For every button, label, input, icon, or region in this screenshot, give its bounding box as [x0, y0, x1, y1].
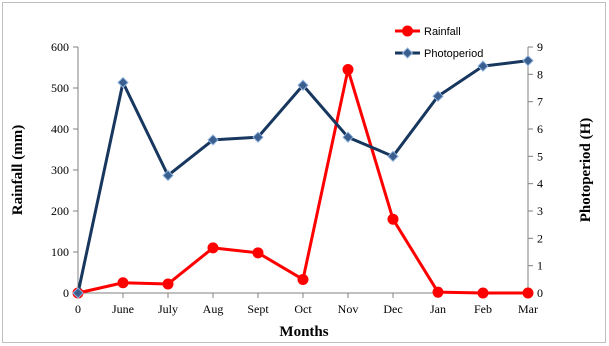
rainfall-point — [432, 286, 444, 298]
photoperiod-point — [342, 131, 354, 143]
photoperiod-point — [297, 79, 309, 91]
y2-tick-label: 2 — [537, 231, 543, 245]
x-axis-title: Months — [279, 324, 328, 340]
photoperiod-point — [252, 131, 264, 143]
photoperiod-point — [432, 90, 444, 102]
y-tick-label: 300 — [51, 163, 69, 177]
axes-layer: 0 100 200 300 400 500 600 0 1 2 3 4 5 6 7 8 9 0 June July Au… — [51, 40, 543, 316]
x-tick-label: Sept — [247, 302, 269, 316]
y-axis-title: Rainfall (mm) — [10, 125, 26, 215]
x-tick-label: Nov — [338, 302, 359, 316]
y2-tick-label: 1 — [537, 259, 543, 273]
rainfall-point — [207, 242, 219, 254]
y2-tick-label: 8 — [537, 67, 543, 81]
y2-tick-label: 7 — [537, 95, 543, 109]
rainfall-point — [342, 64, 354, 76]
y2-tick-label: 6 — [537, 122, 543, 136]
y-tick-label: 600 — [51, 40, 69, 54]
rainfall-point — [522, 287, 534, 299]
rainfall-point — [477, 287, 489, 299]
x-tick-label: Oct — [294, 302, 312, 316]
y2-axis-title: Photoperiod (H) — [578, 118, 594, 223]
y-tick-label: 100 — [51, 245, 69, 259]
x-tick-label: Mar — [518, 302, 538, 316]
photoperiod-series-line — [76, 59, 529, 294]
y2-tick-label: 5 — [537, 149, 543, 163]
rainfall-point — [162, 278, 174, 290]
x-tick-label: July — [158, 302, 178, 316]
photoperiod-point — [522, 54, 534, 67]
y2-tick-label: 9 — [537, 40, 543, 54]
x-tick-label: 0 — [75, 302, 81, 316]
photoperiod-point — [162, 169, 174, 182]
y-tick-label: 200 — [51, 204, 69, 218]
rainfall-point — [252, 247, 264, 259]
y-tick-label: 500 — [51, 81, 69, 95]
legend-marker-photoperiod — [401, 47, 414, 59]
photoperiod-point — [72, 287, 84, 299]
legend-label-rainfall: Rainfall — [424, 26, 461, 38]
rainfall-series-line — [77, 68, 528, 295]
y2-tick-label: 0 — [537, 286, 543, 300]
photoperiod-point — [477, 60, 489, 72]
photoperiod-point — [207, 134, 219, 146]
rainfall-point — [297, 273, 309, 285]
x-tick-label: Dec — [383, 302, 402, 316]
legend-marker-rainfall — [402, 25, 413, 37]
x-tick-label: June — [112, 302, 134, 316]
x-tick-label: Feb — [474, 302, 492, 316]
legend: Rainfall Photoperiod — [395, 25, 483, 60]
y-tick-label: 400 — [51, 122, 69, 136]
x-tick-label: Aug — [203, 302, 224, 316]
y-tick-label: 0 — [63, 286, 69, 300]
chart-border — [2, 2, 606, 343]
y2-tick-label: 4 — [537, 177, 543, 191]
legend-label-photoperiod: Photoperiod — [424, 48, 483, 60]
series-layer — [72, 54, 534, 299]
rainfall-point — [117, 277, 129, 289]
x-tick-label: Jan — [430, 302, 446, 316]
y2-tick-label: 3 — [537, 204, 543, 218]
photoperiod-point — [387, 150, 399, 163]
rainfall-point — [387, 213, 399, 225]
photoperiod-point — [117, 76, 129, 89]
